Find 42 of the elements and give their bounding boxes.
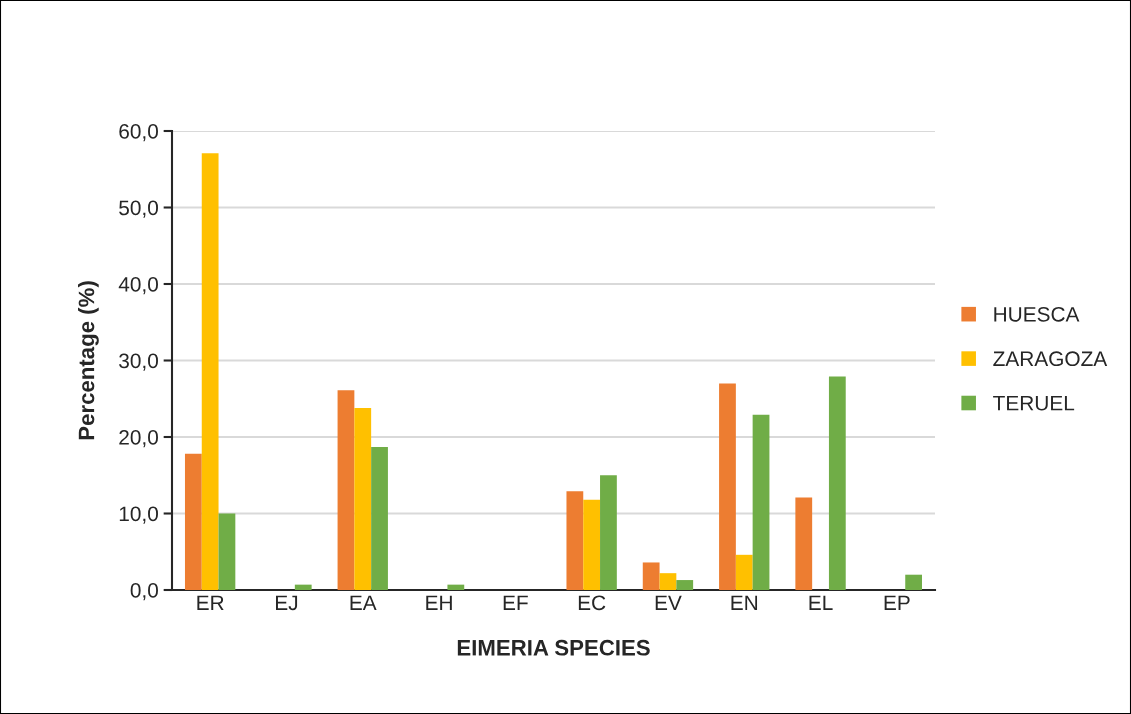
x-tick-label: EP [884,595,910,610]
y-axis-title: Percentage (%) [78,281,99,440]
x-tick-label: EV [655,595,682,610]
bar [566,491,584,590]
bar [735,554,753,590]
x-tick-label: EF [503,595,528,610]
y-tick-label: 10,0 [119,506,158,524]
bar [218,513,236,590]
x-axis-title: EIMERIA SPECIES [457,639,650,656]
bar [583,499,601,590]
x-tick-label: EA [350,595,377,610]
bar [354,407,372,590]
bar [676,580,694,590]
bar [659,573,677,590]
legend-label: HUESCA [994,306,1080,322]
y-tick-label: 40,0 [118,277,158,295]
bar [337,390,355,590]
legend-label: TERUEL [993,395,1075,411]
x-tick-label: ER [197,595,224,610]
bar [201,153,219,590]
x-tick-label: EC [578,595,606,611]
y-tick-label: 60,0 [119,124,158,142]
x-tick-label: EH [426,595,452,610]
bar [795,497,813,590]
bar [905,574,923,590]
bar [294,584,312,590]
bar [752,414,770,590]
x-tick-label: EL [809,595,833,610]
bar [828,376,846,590]
legend-label: ZARAGOZA [993,351,1108,367]
y-tick-label: 50,0 [119,200,158,218]
x-tick-label: EJ [276,595,298,611]
y-tick-label: 30,0 [119,353,158,371]
bar [447,584,465,590]
bar [184,453,202,590]
x-tick-label: EN [731,595,758,610]
bar [642,562,660,590]
y-tick-label: 20,0 [119,430,158,448]
bar [719,383,736,590]
bar [600,475,617,590]
y-tick-label: 0,0 [130,583,158,601]
bar [371,446,388,590]
